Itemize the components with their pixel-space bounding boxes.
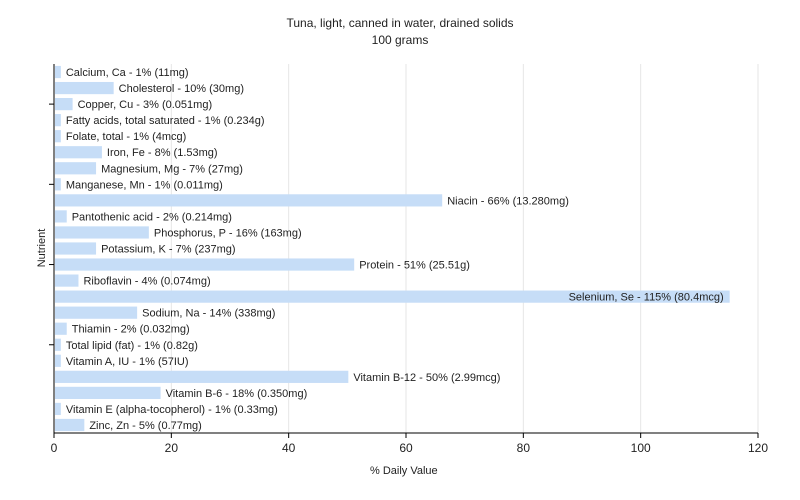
data-label-16: Thiamin - 2% (0.032mg) [72, 324, 190, 336]
x-tick-label-4: 80 [517, 441, 531, 455]
data-label-11: Potassium, K - 7% (237mg) [101, 244, 236, 256]
bar-19 [55, 370, 349, 383]
chart-subtitle: 100 grams [371, 33, 429, 47]
bar-6 [55, 162, 97, 175]
bar-2 [55, 98, 73, 111]
bar-22 [55, 418, 85, 432]
data-label-18: Vitamin A, IU - 1% (57IU) [66, 356, 189, 368]
data-label-0: Calcium, Ca - 1% (11mg) [66, 67, 189, 79]
data-label-7: Manganese, Mn - 1% (0.011mg) [66, 179, 223, 191]
bar-12 [55, 258, 355, 271]
x-tick-label-3: 60 [399, 441, 413, 455]
bar-15 [55, 306, 138, 319]
bar-21 [55, 402, 61, 416]
data-label-4: Folate, total - 1% (4mcg) [66, 131, 186, 143]
data-label-9: Pantothenic acid - 2% (0.214mg) [72, 211, 232, 223]
bar-3 [55, 114, 61, 127]
x-tick-label-6: 120 [748, 441, 768, 455]
bar-4 [55, 130, 61, 143]
x-axis-title: % Daily Value [370, 465, 438, 477]
data-label-15: Sodium, Na - 14% (338mg) [142, 308, 275, 320]
data-label-17: Total lipid (fat) - 1% (0.82g) [66, 340, 198, 352]
bar-8 [55, 194, 443, 207]
data-label-8: Niacin - 66% (13.280mg) [447, 195, 569, 207]
bar-20 [55, 386, 161, 399]
bar-0 [55, 65, 61, 79]
bar-18 [55, 354, 61, 367]
bar-5 [55, 146, 102, 159]
bar-7 [55, 178, 61, 191]
bar-1 [55, 81, 114, 95]
bar-14 [55, 290, 730, 303]
data-label-21: Vitamin E (alpha-tocopherol) - 1% (0.33m… [66, 404, 278, 416]
bar-16 [55, 322, 67, 335]
bar-10 [55, 226, 149, 239]
data-label-14: Selenium, Se - 115% (80.4mcg) [569, 292, 724, 304]
data-label-2: Copper, Cu - 3% (0.051mg) [78, 99, 213, 111]
bar-17 [55, 338, 61, 351]
data-label-1: Cholesterol - 10% (30mg) [119, 83, 244, 95]
x-tick-label-1: 20 [165, 441, 179, 455]
bar-13 [55, 274, 79, 287]
data-label-10: Phosphorus, P - 16% (163mg) [154, 227, 302, 239]
data-label-5: Iron, Fe - 8% (1.53mg) [107, 147, 218, 159]
bar-9 [55, 210, 67, 223]
x-tick-label-0: 0 [51, 441, 58, 455]
data-label-13: Riboflavin - 4% (0.074mg) [83, 276, 210, 288]
data-label-20: Vitamin B-6 - 18% (0.350mg) [166, 388, 308, 400]
data-label-6: Magnesium, Mg - 7% (27mg) [101, 163, 243, 175]
data-label-12: Protein - 51% (25.51g) [359, 260, 470, 272]
bar-11 [55, 242, 97, 255]
chart-title: Tuna, light, canned in water, drained so… [286, 16, 514, 30]
x-tick-label-5: 100 [631, 441, 651, 455]
data-label-19: Vitamin B-12 - 50% (2.99mcg) [353, 372, 500, 384]
data-label-22: Zinc, Zn - 5% (0.77mg) [89, 420, 201, 432]
data-label-3: Fatty acids, total saturated - 1% (0.234… [66, 115, 265, 127]
x-tick-label-2: 40 [282, 441, 296, 455]
